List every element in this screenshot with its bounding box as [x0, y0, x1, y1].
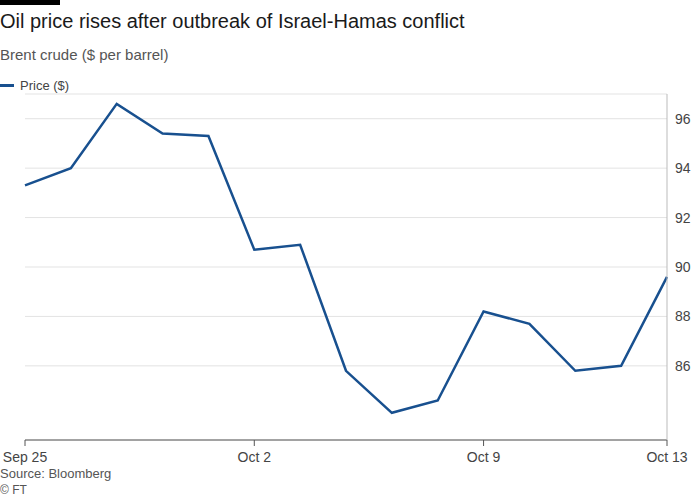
- html-text:Price ($): Price ($): [20, 78, 70, 93]
- svg-text:86: 86: [675, 358, 691, 374]
- svg-text:90: 90: [675, 259, 691, 275]
- svg-text:Sep 25: Sep 25: [8, 449, 47, 465]
- svg-text:92: 92: [675, 210, 691, 226]
- svg-text:Oct 9: Oct 9: [467, 449, 501, 465]
- svg-text:Oct 13: Oct 13: [646, 449, 687, 465]
- html-text:© FT: © FT: [0, 483, 27, 497]
- svg-text:88: 88: [675, 308, 691, 324]
- svg-text:96: 96: [675, 111, 691, 127]
- html-text:Brent crude ($ per barrel): Brent crude ($ per barrel): [0, 46, 169, 63]
- html-text:Oil price rises after outbreak: Oil price rises after outbreak of Israel…: [0, 10, 465, 32]
- svg-text:Oct 2: Oct 2: [238, 449, 272, 465]
- svg-text:94: 94: [675, 160, 691, 176]
- html-text:Source: Bloomberg: Source: Bloomberg: [0, 466, 112, 481]
